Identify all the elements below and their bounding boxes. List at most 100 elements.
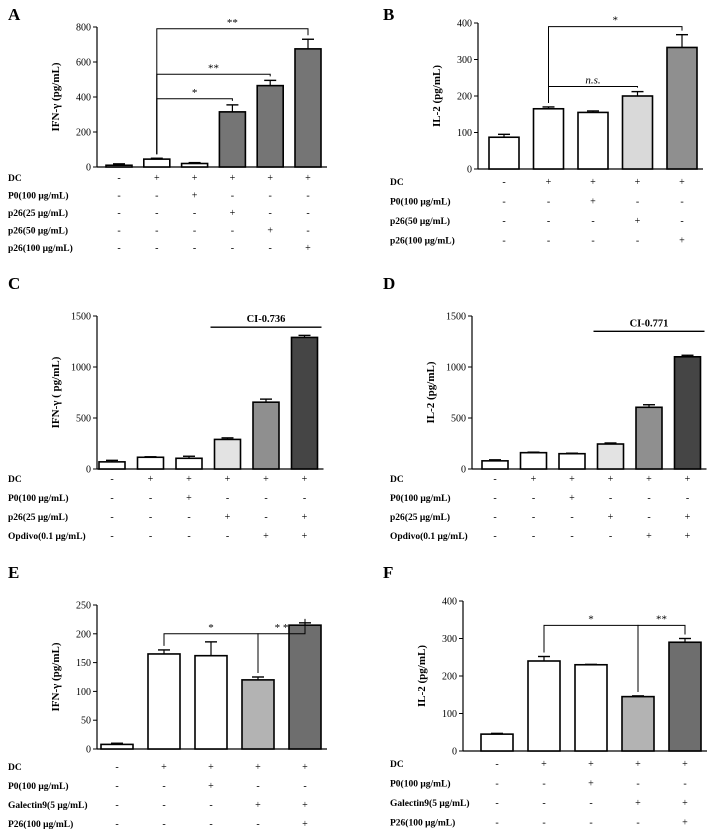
condition-label: p26(50 μg/mL) <box>8 226 68 237</box>
y-tick-label: 400 <box>76 93 91 104</box>
y-tick-label: 250 <box>76 601 91 612</box>
significance-bracket <box>257 618 306 673</box>
condition-sign: - <box>542 798 545 809</box>
bar <box>621 95 654 170</box>
y-tick-label: 1000 <box>71 363 91 374</box>
condition-sign: - <box>683 779 686 790</box>
panel-label: E <box>8 563 19 582</box>
condition-label: p26(25 μg/mL) <box>390 512 450 523</box>
condition-label: Galectin9(5 μg/mL) <box>8 800 88 811</box>
y-tick-label: 200 <box>76 629 91 640</box>
condition-label: DC <box>8 174 22 184</box>
condition-sign: - <box>306 208 309 219</box>
significance-label: * <box>613 15 619 27</box>
y-axis-label: IL-2 (pg/mL) <box>431 65 443 127</box>
condition-sign: - <box>547 236 550 247</box>
condition-sign: + <box>682 759 688 770</box>
bar <box>218 111 247 168</box>
condition-sign: + <box>679 177 685 188</box>
condition-label: Opdivo(0.1 μg/mL) <box>8 531 86 542</box>
condition-sign: + <box>302 512 308 523</box>
condition-sign: - <box>209 819 212 830</box>
panel-e: E 0 50 100 150 200 250 IFN-γ (pg/mL) * * * DC - + + + +… <box>8 563 327 830</box>
condition-label: p26(100 μg/mL) <box>8 243 73 254</box>
significance-bracket <box>548 26 683 103</box>
bar <box>673 355 702 470</box>
condition-sign: - <box>532 512 535 523</box>
bar <box>105 164 133 168</box>
condition-sign: + <box>255 800 261 811</box>
condition-sign: + <box>192 173 198 184</box>
condition-sign: - <box>193 226 196 237</box>
condition-label: P26(100 μg/mL) <box>8 819 73 830</box>
condition-sign: + <box>186 474 192 485</box>
condition-sign: + <box>305 173 311 184</box>
condition-sign: - <box>589 798 592 809</box>
condition-sign: + <box>608 474 614 485</box>
condition-sign: - <box>495 798 498 809</box>
condition-sign: - <box>264 512 267 523</box>
condition-sign: - <box>542 818 545 829</box>
bar <box>256 84 285 168</box>
y-tick-label: 0 <box>467 165 472 176</box>
bar <box>100 743 134 750</box>
condition-sign: - <box>117 173 120 184</box>
condition-sign: + <box>225 474 231 485</box>
condition-sign: - <box>231 243 234 254</box>
condition-label: p26(100 μg/mL) <box>390 236 455 247</box>
condition-sign: + <box>546 177 552 188</box>
bar <box>558 452 586 470</box>
bar <box>143 158 171 168</box>
condition-sign: - <box>117 243 120 254</box>
y-axis-label: IL-2 (pg/mL) <box>416 645 428 707</box>
significance-bracket <box>637 624 686 692</box>
y-tick-label: 50 <box>81 716 91 727</box>
condition-sign: + <box>635 759 641 770</box>
condition-sign: - <box>162 819 165 830</box>
significance-bracket <box>548 86 638 103</box>
panel-label: F <box>383 563 393 582</box>
condition-sign: + <box>230 208 236 219</box>
significance-label: n.s. <box>585 75 600 87</box>
condition-sign: + <box>541 759 547 770</box>
y-tick-label: 600 <box>76 58 91 69</box>
condition-label: P26(100 μg/mL) <box>390 818 455 829</box>
condition-sign: - <box>493 493 496 504</box>
condition-sign: - <box>149 531 152 542</box>
condition-sign: + <box>154 173 160 184</box>
bar <box>666 46 698 170</box>
condition-sign: + <box>646 474 652 485</box>
condition-sign: - <box>115 800 118 811</box>
condition-label: DC <box>8 475 22 485</box>
significance-label: ** <box>208 62 219 74</box>
y-axis-label: IFN-γ (pg/mL) <box>50 62 62 131</box>
condition-sign: + <box>302 531 308 542</box>
condition-sign: + <box>569 474 575 485</box>
condition-sign: - <box>502 177 505 188</box>
condition-sign: - <box>193 243 196 254</box>
condition-sign: - <box>591 216 594 227</box>
significance-label: * <box>588 613 594 625</box>
condition-sign: - <box>542 779 545 790</box>
condition-sign: + <box>569 493 575 504</box>
condition-sign: + <box>646 531 652 542</box>
condition-sign: - <box>155 226 158 237</box>
bar <box>180 162 209 168</box>
panel-label: B <box>383 5 394 24</box>
condition-sign: + <box>208 781 214 792</box>
condition-sign: - <box>256 819 259 830</box>
condition-sign: - <box>547 197 550 208</box>
bar <box>294 48 322 168</box>
condition-sign: - <box>502 197 505 208</box>
condition-sign: - <box>149 493 152 504</box>
condition-label: Opdivo(0.1 μg/mL) <box>390 531 468 542</box>
panel-c: C 0 500 1000 1500 IFN-γ ( pg/mL) CI-0.736 DC - + +… <box>8 274 324 542</box>
condition-sign: - <box>110 531 113 542</box>
panel-b: B 0 100 200 300 400 IL-2 (pg/mL) * n.s. DC - + + + + P0… <box>383 5 703 247</box>
y-tick-label: 200 <box>457 92 472 103</box>
condition-sign: - <box>493 531 496 542</box>
condition-sign: + <box>302 474 308 485</box>
y-axis-label: IL-2 (pg/mL) <box>425 361 437 423</box>
condition-sign: - <box>209 800 212 811</box>
